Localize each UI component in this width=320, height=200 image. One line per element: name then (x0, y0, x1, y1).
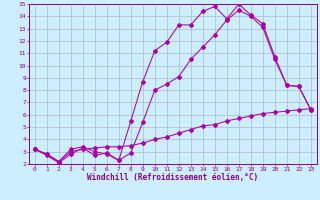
X-axis label: Windchill (Refroidissement éolien,°C): Windchill (Refroidissement éolien,°C) (87, 173, 258, 182)
